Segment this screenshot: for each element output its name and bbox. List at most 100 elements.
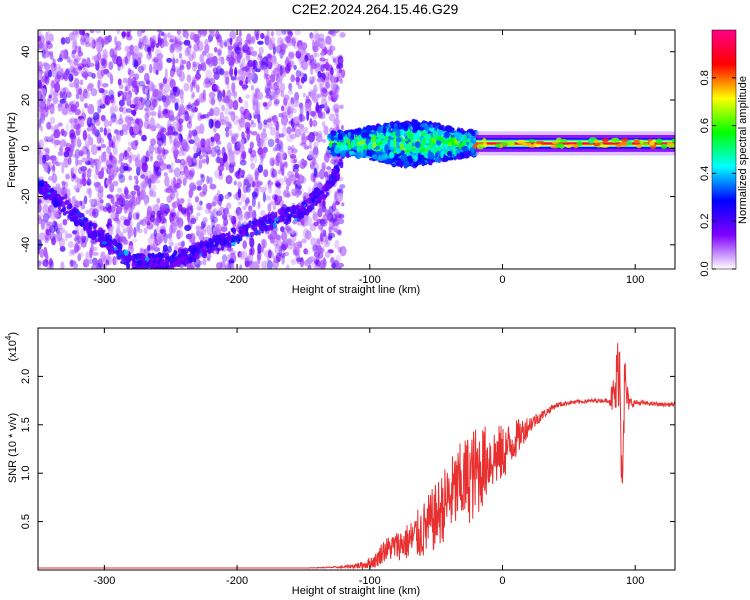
heatmap-cell: [213, 47, 218, 53]
spectrogram-frame: [37, 29, 676, 270]
spectrogram-y-tick-label: -20: [20, 189, 32, 205]
heatmap-cell: [48, 69, 52, 78]
snr-scale-close: ): [7, 332, 19, 336]
heatmap-cell: [142, 260, 148, 264]
heatmap-cell: [294, 211, 299, 218]
heatmap-cell: [416, 154, 423, 162]
heatmap-cell: [174, 102, 179, 111]
heatmap-cell: [325, 35, 332, 45]
heatmap-cell: [105, 36, 110, 41]
heatmap-cell: [196, 202, 202, 211]
heatmap-cell: [328, 142, 332, 148]
heatmap-cell: [333, 118, 341, 126]
heatmap-cell: [228, 129, 233, 137]
heatmap-cell: [254, 230, 259, 236]
heatmap-cell: [122, 150, 130, 160]
heatmap-cell: [327, 30, 335, 35]
heatmap-cell: [308, 186, 311, 195]
heatmap-cell: [260, 238, 266, 250]
heatmap-cell: [382, 126, 387, 134]
heatmap-cell: [247, 253, 254, 264]
heatmap-cell: [152, 101, 157, 109]
snr-x-ticks: -300 -200 -100 0 100: [93, 328, 644, 587]
heatmap-cell: [68, 73, 74, 82]
heatmap-cell: [188, 129, 193, 139]
heatmap-cell: [103, 166, 107, 171]
heatmap-cell: [297, 160, 302, 166]
heatmap-cell: [110, 195, 115, 205]
heatmap-cell: [283, 192, 288, 198]
heatmap-cell: [303, 145, 310, 150]
heatmap-cell: [339, 150, 347, 158]
heatmap-cell: [232, 236, 238, 243]
heatmap-cell: [399, 142, 405, 151]
heatmap-cell: [321, 121, 326, 128]
heatmap-cell: [193, 33, 199, 43]
heatmap-cell: [233, 90, 238, 100]
heatmap-cell: [228, 111, 235, 116]
heatmap-cell: [293, 65, 297, 70]
heatmap-cell: [199, 114, 206, 120]
heatmap-cell: [317, 111, 323, 119]
heatmap-cell: [200, 138, 206, 149]
heatmap-cell: [116, 56, 123, 67]
heatmap-cell: [368, 130, 372, 134]
heatmap-cell: [57, 205, 62, 211]
heatmap-cell: [274, 217, 280, 222]
heatmap-cell: [389, 157, 392, 165]
heatmap-cell: [129, 50, 135, 55]
heatmap-cell: [153, 179, 161, 184]
colorbar-gradient: [711, 29, 737, 270]
heatmap-cell: [312, 156, 316, 168]
heatmap-cell: [252, 92, 256, 103]
heatmap-cell: [335, 254, 341, 263]
heatmap-cell: [117, 90, 124, 96]
heatmap-cell: [110, 118, 117, 124]
heatmap-cell: [195, 253, 200, 260]
heatmap-cell: [77, 50, 84, 57]
heatmap-cell: [162, 203, 166, 211]
heatmap-cell: [312, 244, 318, 252]
heatmap-cell: [298, 113, 305, 122]
heatmap-cell: [318, 111, 326, 120]
snr-x-tick-label: -200: [226, 575, 248, 587]
heatmap-cell: [101, 241, 107, 245]
heatmap-cell: [191, 50, 196, 60]
heatmap-cell: [66, 91, 72, 98]
heatmap-cell: [458, 142, 462, 150]
heatmap-cell: [69, 249, 76, 255]
heatmap-cell: [219, 238, 224, 243]
heatmap-cell: [88, 62, 95, 67]
heatmap-cell: [294, 171, 299, 178]
heatmap-cell: [337, 218, 345, 225]
heatmap-cell: [565, 145, 572, 148]
heatmap-cell: [307, 264, 311, 269]
heatmap-cell: [157, 145, 163, 155]
heatmap-cell: [260, 32, 265, 40]
heatmap-cell: [100, 69, 106, 77]
heatmap-cell: [257, 40, 264, 45]
heatmap-cell: [178, 107, 183, 119]
heatmap-cell: [413, 162, 417, 167]
heatmap-cell: [172, 86, 178, 93]
heatmap-cell: [148, 174, 156, 180]
heatmap-cell: [193, 43, 200, 52]
heatmap-cell: [239, 159, 247, 166]
heatmap-cell: [316, 77, 323, 83]
heatmap-cell: [325, 191, 329, 196]
spectrogram-y-tick-label: 0: [20, 145, 32, 151]
heatmap-cell: [281, 230, 288, 242]
heatmap-cell: [184, 142, 189, 153]
heatmap-cell: [277, 157, 283, 163]
heatmap-cell: [279, 215, 285, 220]
heatmap-cell: [144, 39, 151, 48]
heatmap-cell: [251, 210, 255, 220]
heatmap-cell: [112, 202, 116, 210]
heatmap-cell: [126, 31, 131, 38]
heatmap-cell: [63, 181, 69, 188]
heatmap-cell: [208, 33, 212, 43]
heatmap-cell: [105, 259, 110, 266]
heatmap-cell: [115, 206, 123, 215]
heatmap-cell: [38, 181, 41, 185]
carrier-line-band: [475, 142, 675, 145]
